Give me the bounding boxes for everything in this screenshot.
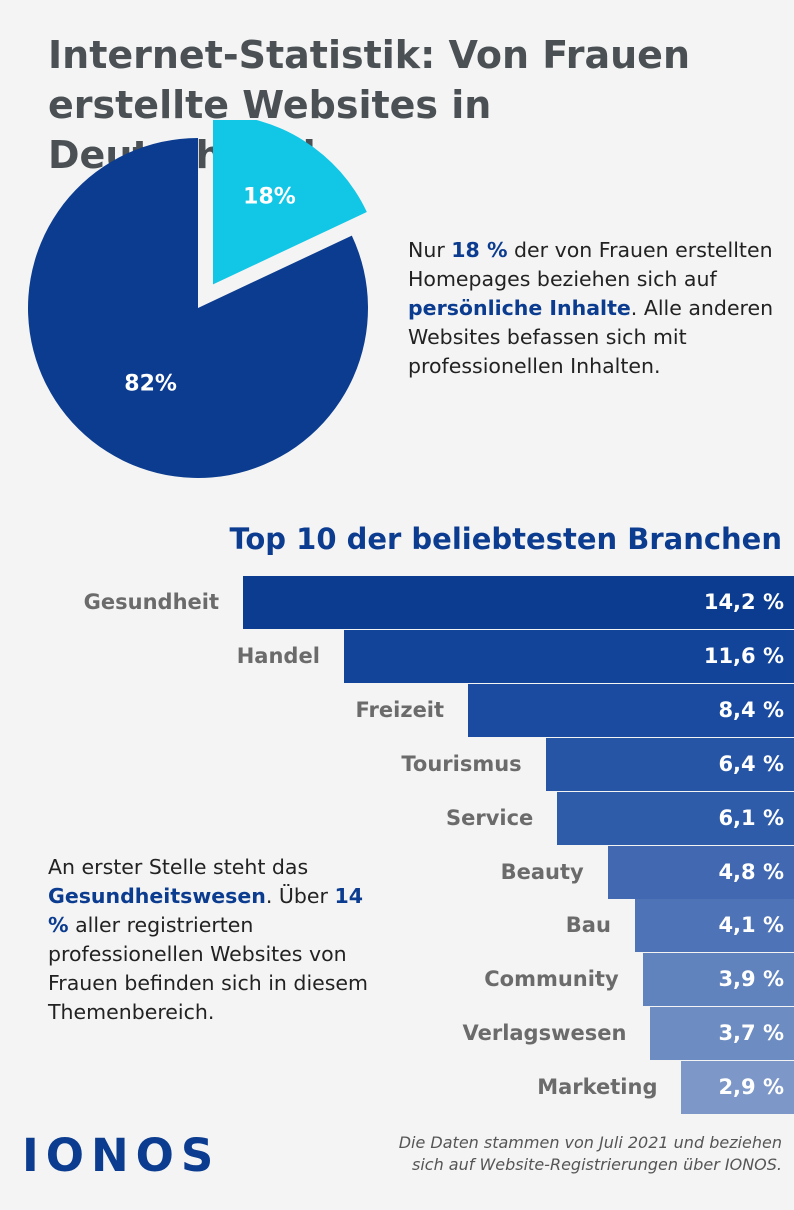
bar: 2,9 % bbox=[681, 1061, 794, 1115]
desc-text: . Über bbox=[265, 884, 335, 908]
bar: 3,9 % bbox=[642, 953, 794, 1007]
pie-chart: 18% 82% bbox=[27, 120, 369, 478]
bar-category-label: Service bbox=[446, 805, 534, 830]
bar-category-label: Marketing bbox=[537, 1075, 658, 1100]
bar-category-label: Beauty bbox=[500, 859, 584, 884]
bar-row: Freizeit 8,4 % bbox=[356, 683, 794, 737]
bar: 11,6 % bbox=[343, 629, 794, 683]
desc-highlight: 18 % bbox=[451, 238, 508, 262]
bar-value-label: 8,4 % bbox=[718, 697, 784, 722]
pie-slice bbox=[27, 138, 369, 478]
source-note: Die Daten stammen von Juli 2021 und bezi… bbox=[398, 1133, 782, 1174]
bar-value-label: 4,1 % bbox=[718, 913, 784, 938]
bar: 14,2 % bbox=[243, 576, 794, 629]
ionos-logo: IONOS bbox=[22, 1129, 221, 1182]
bar-row: Handel 11,6 % bbox=[237, 629, 794, 683]
bar-category-label: Bau bbox=[565, 913, 611, 938]
desc-highlight: Gesundheitswesen bbox=[48, 884, 266, 908]
bar-value-label: 11,6 % bbox=[703, 643, 784, 668]
bar: 4,8 % bbox=[607, 845, 794, 899]
pie-slice bbox=[213, 120, 367, 285]
bar-row: Tourismus 6,4 % bbox=[401, 737, 794, 791]
bar-chart-title: Top 10 der beliebtesten Branchen bbox=[229, 522, 782, 556]
bar-row: Service 6,1 % bbox=[446, 791, 794, 845]
bar: 4,1 % bbox=[634, 899, 794, 953]
bar-category-label: Community bbox=[484, 967, 619, 992]
desc-text: An erster Stelle steht das bbox=[48, 855, 309, 879]
bar-value-label: 3,7 % bbox=[718, 1021, 784, 1046]
desc-text: Nur bbox=[408, 238, 452, 262]
pie-slice-label: 18% bbox=[243, 184, 296, 209]
bar-category-label: Verlagswesen bbox=[462, 1021, 627, 1046]
bar-category-label: Gesundheit bbox=[83, 590, 219, 614]
bar: 6,1 % bbox=[557, 791, 794, 845]
bar: 6,4 % bbox=[545, 737, 794, 791]
desc-text: . Alle anderen Websites befassen sich mi… bbox=[408, 296, 774, 378]
bar-value-label: 4,8 % bbox=[718, 859, 784, 884]
bar-row: Bau 4,1 % bbox=[566, 899, 794, 953]
bar-value-label: 3,9 % bbox=[718, 967, 784, 992]
bar-row: Marketing 2,9 % bbox=[537, 1061, 794, 1115]
bar-row: Gesundheit 14,2 % bbox=[84, 576, 794, 629]
bar-category-label: Freizeit bbox=[355, 697, 445, 722]
bar: 3,7 % bbox=[650, 1007, 794, 1061]
bar-value-label: 2,9 % bbox=[718, 1075, 784, 1100]
pie-description: Nur 18 % der von Frauen erstellten Homep… bbox=[408, 236, 778, 381]
bar: 8,4 % bbox=[468, 683, 794, 737]
bar-description: An erster Stelle steht das Gesundheitswe… bbox=[48, 853, 378, 1027]
bar-value-label: 6,1 % bbox=[718, 805, 784, 830]
bar-category-label: Handel bbox=[236, 643, 320, 668]
bar-row: Community 3,9 % bbox=[484, 953, 794, 1007]
bar-row: Verlagswesen 3,7 % bbox=[462, 1007, 794, 1061]
desc-text: aller registrierten professionellen Webs… bbox=[48, 913, 369, 1024]
desc-highlight: persönliche Inhalte bbox=[408, 296, 631, 320]
title-line: Internet-Statistik: Von Frauen bbox=[48, 33, 691, 77]
desc-text: der von Frauen erstellten Homepages bezi… bbox=[408, 238, 773, 291]
bar-row: Beauty 4,8 % bbox=[501, 845, 794, 899]
page-title: Internet-Statistik: Von Frauen erstellte… bbox=[48, 30, 768, 180]
desc-highlight: 14 % bbox=[48, 884, 364, 937]
bar-value-label: 14,2 % bbox=[703, 590, 784, 614]
bar-value-label: 6,4 % bbox=[718, 751, 784, 776]
bar-category-label: Tourismus bbox=[401, 751, 522, 776]
pie-slice-label: 82% bbox=[124, 372, 177, 397]
